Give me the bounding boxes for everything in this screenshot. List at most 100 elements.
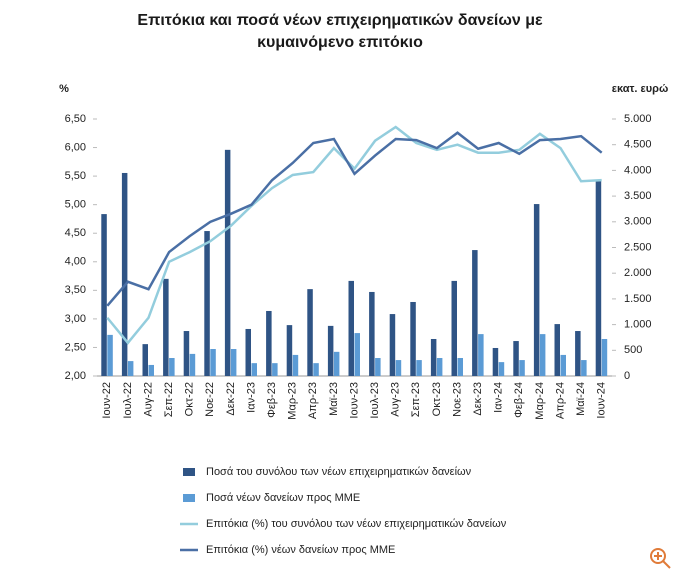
bar	[410, 301, 416, 376]
x-tick-label: Νοε-22	[204, 382, 216, 417]
y-tick-label: 6,50	[65, 113, 86, 125]
bar	[169, 358, 175, 376]
x-tick-label: Φεβ-23	[266, 382, 278, 418]
bar	[430, 338, 437, 376]
bar	[560, 354, 566, 376]
bar	[395, 360, 402, 376]
bar	[224, 149, 231, 376]
bar	[478, 334, 484, 376]
y-tick-label: 5,00	[65, 199, 86, 211]
y2-tick-label: 0	[624, 370, 630, 382]
bar	[127, 361, 134, 376]
bar	[519, 360, 525, 376]
bar	[183, 331, 190, 376]
bar	[492, 347, 499, 376]
y2-axis-label: εκατ. ευρώ	[612, 83, 669, 95]
bar	[416, 360, 422, 376]
bar	[333, 351, 340, 376]
y-tick-label: 3,00	[65, 313, 86, 325]
bar	[266, 310, 272, 376]
y-tick-label: 6,00	[65, 141, 86, 153]
x-tick-label: Αυγ-23	[390, 382, 402, 417]
legend-swatch	[183, 468, 195, 476]
bar	[369, 291, 375, 376]
y-tick-label: 4,50	[65, 227, 86, 239]
y2-tick-label: 2.500	[624, 241, 652, 253]
x-tick-label: Ιουλ-22	[122, 382, 134, 419]
x-tick-label: Ιουν-22	[101, 382, 113, 419]
line	[106, 125, 602, 345]
y-tick-label: 2,50	[65, 341, 86, 353]
x-tick-label: Απρ-24	[554, 382, 566, 419]
y-tick-label: 2,00	[65, 370, 86, 382]
x-tick-label: Ιουν-23	[348, 382, 360, 419]
bar	[272, 363, 278, 376]
x-tick-label: Αυγ-22	[142, 382, 154, 417]
zoom-handle	[662, 560, 671, 569]
zoom-circle	[650, 548, 666, 564]
y-tick-label: 4,00	[65, 256, 86, 268]
bar	[375, 358, 381, 376]
zoom-icon[interactable]	[650, 548, 671, 569]
bar	[210, 349, 216, 376]
y2-tick-label: 4.500	[624, 139, 652, 151]
x-tick-label: Δεκ-22	[225, 382, 237, 416]
bar	[313, 363, 319, 376]
bar	[204, 231, 210, 376]
x-tick-label: Σεπ-23	[410, 382, 422, 417]
y2-tick-label: 1.500	[624, 293, 652, 305]
y2-tick-label: 3.000	[624, 216, 652, 228]
y2-tick-label: 3.500	[624, 190, 652, 202]
y2-tick-label: 4.000	[624, 164, 652, 176]
bar	[163, 278, 169, 376]
bar	[554, 324, 560, 376]
legend-label: Ποσά του συνόλου των νέων επιχειρηματικώ…	[206, 466, 472, 478]
bar	[327, 325, 334, 376]
x-tick-label: Ιαν-24	[493, 382, 505, 413]
x-tick-label: Οκτ-22	[184, 382, 196, 416]
x-tick-label: Μαϊ-23	[328, 382, 340, 416]
bar	[457, 358, 463, 376]
bar	[595, 179, 602, 376]
x-tick-label: Φεβ-24	[513, 382, 525, 418]
bar	[286, 325, 293, 376]
x-tick-label: Μαϊ-24	[575, 382, 587, 416]
bar	[307, 289, 313, 376]
bar	[230, 349, 237, 376]
bar	[389, 314, 396, 376]
bar	[142, 344, 148, 376]
x-tick-label: Σεπ-22	[163, 382, 175, 417]
bar	[101, 214, 107, 376]
y2-tick-label: 1.000	[624, 319, 652, 331]
x-tick-label: Μαρ-24	[534, 382, 546, 420]
y-axis-label: %	[59, 83, 69, 95]
bar	[451, 280, 457, 376]
bar	[148, 364, 154, 376]
bar	[292, 354, 299, 376]
bar	[354, 333, 360, 376]
bar	[121, 172, 128, 376]
y2-tick-label: 500	[624, 344, 642, 356]
legend-swatch	[183, 494, 195, 502]
bar	[472, 250, 478, 376]
bar	[251, 363, 257, 376]
legend-label: Επιτόκια (%) νέων δανείων προς ΜΜΕ	[206, 544, 395, 556]
bar	[539, 334, 546, 376]
chart-title: Επιτόκια και ποσά νέων επιχειρηματικών δ…	[137, 12, 543, 51]
legend-label: Επιτόκια (%) του συνόλου των νέων επιχει…	[206, 518, 507, 530]
x-tick-label: Ιαν-23	[245, 382, 257, 413]
x-tick-label: Απρ-23	[307, 382, 319, 419]
bar	[533, 204, 540, 376]
y2-tick-label: 2.000	[624, 267, 652, 279]
y-tick-label: 5,50	[65, 170, 86, 182]
bar	[348, 280, 354, 376]
x-tick-label: Οκτ-23	[431, 382, 443, 416]
x-tick-label: Νοε-23	[451, 382, 463, 417]
bar	[513, 341, 519, 376]
x-tick-label: Ιουλ-23	[369, 382, 381, 419]
bar	[575, 331, 581, 376]
x-tick-label: Δεκ-23	[472, 382, 484, 416]
bar	[189, 353, 196, 376]
